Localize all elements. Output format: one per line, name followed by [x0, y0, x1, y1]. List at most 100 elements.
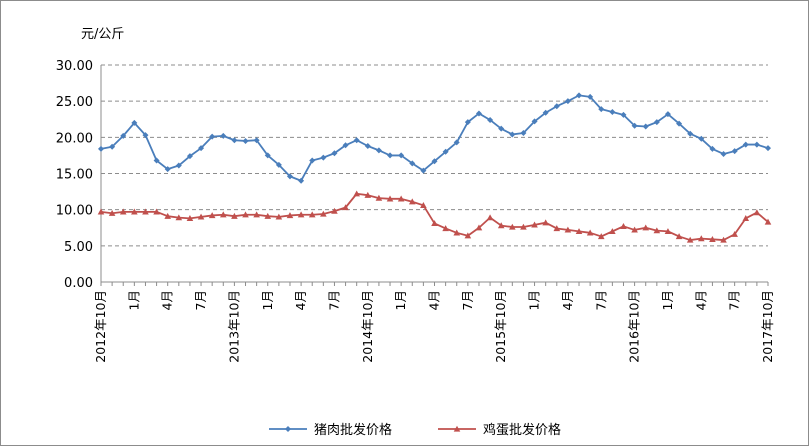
- series-0: [98, 92, 771, 184]
- data-point: [220, 132, 227, 139]
- data-point: [609, 109, 616, 116]
- data-point: [186, 215, 194, 221]
- data-point: [631, 226, 638, 233]
- data-point: [231, 137, 238, 144]
- data-point: [609, 228, 616, 235]
- data-point: [409, 160, 416, 167]
- data-point: [219, 211, 227, 218]
- data-point: [720, 150, 727, 157]
- x-tick-label: 4月: [293, 290, 308, 310]
- data-point: [542, 219, 549, 226]
- x-tick-label: 1月: [126, 290, 141, 310]
- data-point: [98, 145, 104, 152]
- data-point: [442, 148, 449, 155]
- data-point: [131, 208, 138, 215]
- legend-label-egg: 鸡蛋批发价格: [483, 422, 561, 438]
- data-point: [97, 208, 105, 215]
- data-point: [264, 212, 272, 219]
- data-point: [564, 98, 571, 105]
- data-point: [653, 119, 660, 126]
- data-point: [209, 133, 216, 140]
- x-tick-label: 7月: [593, 290, 608, 310]
- data-point: [587, 93, 594, 100]
- data-point: [531, 221, 538, 228]
- data-point: [764, 218, 772, 225]
- y-tick-label: 15.00: [56, 168, 93, 183]
- data-point: [142, 208, 149, 215]
- data-point: [742, 215, 750, 221]
- data-point: [231, 212, 238, 219]
- x-tick-label: 7月: [460, 290, 475, 310]
- legend-label-pork: 猪肉批发价格: [314, 422, 392, 438]
- data-point: [475, 224, 483, 231]
- data-point: [586, 229, 594, 236]
- data-point: [498, 125, 505, 132]
- data-point: [153, 208, 160, 215]
- data-point: [131, 119, 138, 126]
- data-point: [331, 150, 338, 157]
- y-tick-label: 0.00: [64, 276, 93, 291]
- gridlines: [101, 64, 768, 247]
- data-point: [142, 132, 149, 139]
- legend-marker-pork: [285, 426, 291, 432]
- data-point: [175, 214, 183, 221]
- data-point: [342, 142, 349, 149]
- data-point: [242, 211, 249, 218]
- data-point: [509, 131, 516, 138]
- x-tick-label: 7月: [193, 290, 208, 310]
- y-tick-label: 20.00: [56, 131, 93, 146]
- data-point: [408, 198, 416, 205]
- data-point: [119, 208, 127, 215]
- data-point: [553, 103, 560, 110]
- data-point: [186, 153, 193, 160]
- data-point: [320, 154, 327, 161]
- data-point: [575, 228, 583, 235]
- y-tick-label: 25.00: [56, 95, 93, 110]
- data-point: [442, 225, 449, 232]
- x-tick-label: 2014年10月: [360, 290, 375, 363]
- data-point: [698, 235, 705, 242]
- data-point: [175, 162, 182, 169]
- data-point: [686, 236, 694, 243]
- data-point: [720, 236, 727, 243]
- data-point: [398, 152, 405, 159]
- legend: 猪肉批发价格 鸡蛋批发价格: [269, 422, 561, 438]
- x-tick-label: 4月: [560, 290, 575, 310]
- data-point: [653, 227, 661, 234]
- data-point: [576, 92, 583, 99]
- data-point: [420, 167, 427, 174]
- data-point: [709, 145, 716, 152]
- data-point: [453, 229, 461, 236]
- x-tick-label: 7月: [326, 290, 341, 310]
- x-tick-label: 2016年10月: [627, 290, 642, 363]
- data-point: [464, 232, 472, 239]
- x-tick-label: 4月: [693, 290, 708, 310]
- data-point: [264, 152, 271, 159]
- data-point: [453, 139, 460, 146]
- x-tick-label: 2015年10月: [493, 290, 508, 363]
- data-point: [342, 204, 349, 211]
- data-point: [664, 228, 672, 235]
- legend-marker-egg: [453, 425, 461, 432]
- data-point: [153, 157, 160, 164]
- data-point: [242, 137, 249, 144]
- data-point: [109, 143, 116, 150]
- data-point: [197, 213, 205, 220]
- data-point: [475, 110, 482, 117]
- x-tick-label: 1月: [260, 290, 275, 310]
- data-point: [286, 173, 293, 180]
- data-point: [597, 233, 605, 240]
- data-point: [753, 141, 760, 148]
- data-point: [208, 212, 216, 219]
- data-point: [275, 213, 283, 220]
- data-point: [698, 135, 705, 142]
- data-point: [620, 111, 627, 118]
- data-point: [431, 220, 438, 227]
- x-tick-label: 2013年10月: [226, 290, 241, 363]
- data-point: [620, 223, 627, 229]
- data-point: [709, 236, 716, 242]
- x-tick-label: 1月: [660, 290, 675, 310]
- data-point: [309, 157, 316, 164]
